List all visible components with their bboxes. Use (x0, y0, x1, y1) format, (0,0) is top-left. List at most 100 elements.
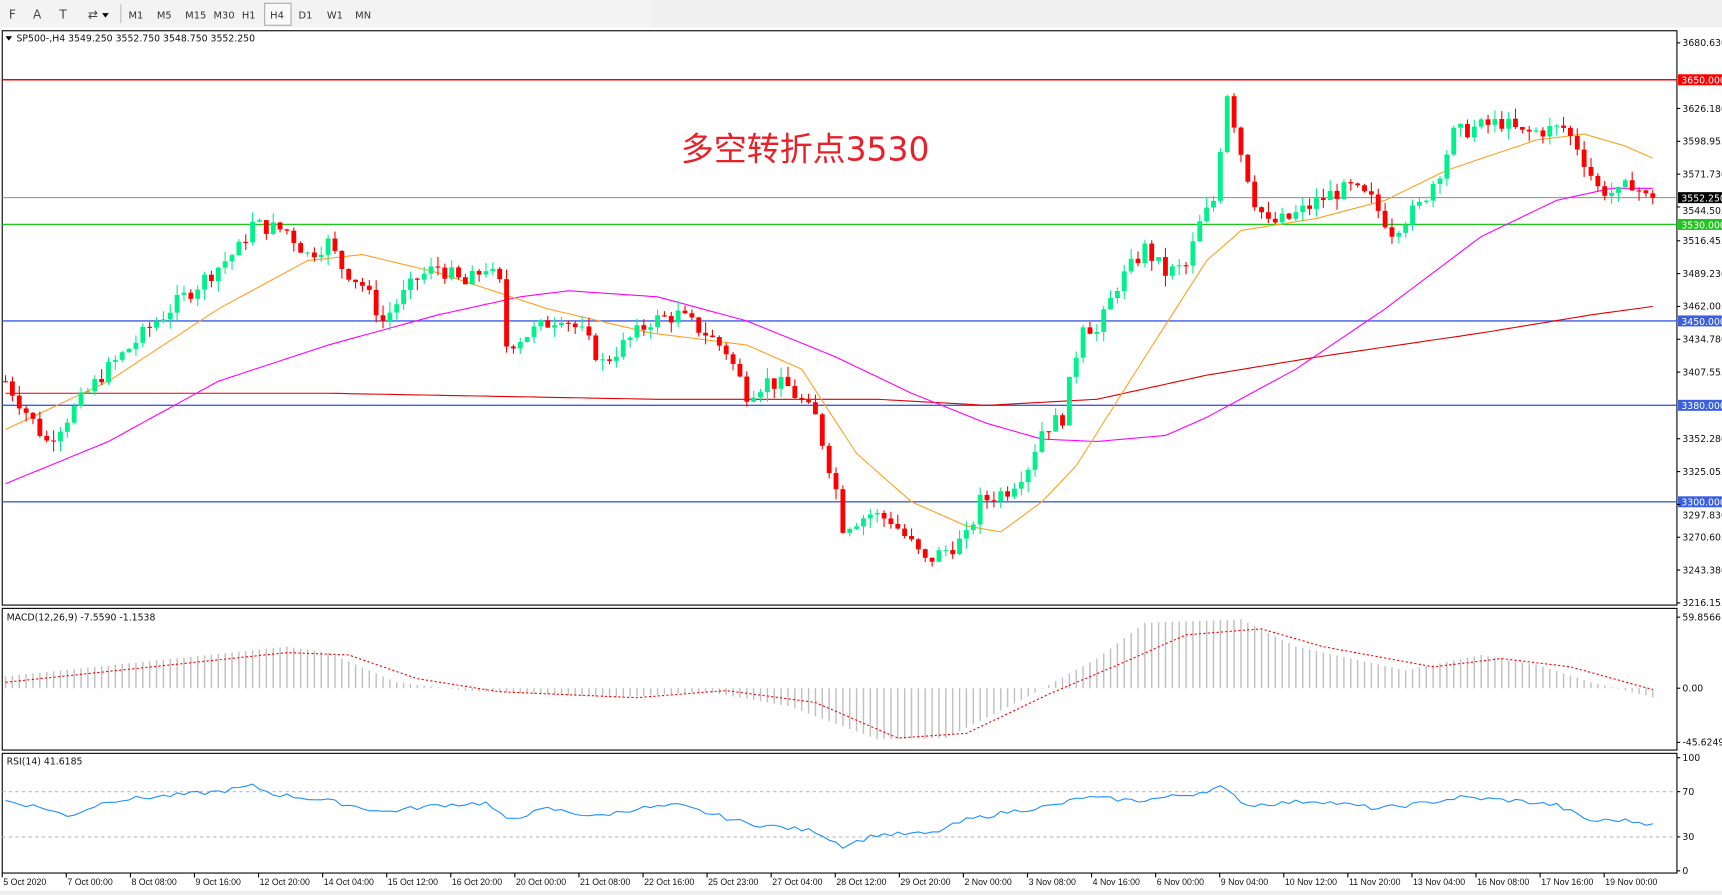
macd-tick: 0.00 (1682, 684, 1703, 695)
candle (1533, 127, 1539, 134)
candle (1279, 207, 1285, 226)
time-tick: 13 Nov 04:00 (1413, 877, 1465, 887)
candle (1451, 125, 1457, 157)
candle (366, 280, 372, 295)
time-tick: 2 Nov 00:00 (965, 877, 1012, 887)
price-tick: 3216.155 (1682, 598, 1722, 609)
candle (1423, 199, 1429, 204)
candle (1211, 196, 1216, 212)
candle (565, 320, 571, 332)
timeframe-mn-button[interactable]: MN (355, 11, 371, 22)
time-tick: 8 Oct 08:00 (131, 877, 176, 887)
candle (1355, 182, 1361, 188)
candle (1176, 259, 1182, 276)
candle (785, 366, 791, 387)
rsi-panel[interactable] (1, 752, 1678, 874)
level-tag-text: 3300.000 (1681, 498, 1722, 509)
candle (833, 467, 839, 500)
time-tick: 9 Oct 16:00 (196, 877, 241, 887)
candle (641, 319, 647, 336)
candle (92, 375, 98, 396)
candle (483, 263, 489, 278)
candle (1465, 119, 1470, 139)
time-tick: 22 Oct 16:00 (644, 877, 694, 887)
macd-tick: 59.8566 (1682, 612, 1721, 623)
timeframe-h4-button[interactable]: H4 (270, 11, 284, 22)
candle (85, 387, 91, 394)
timeframe-m15-button[interactable]: M15 (185, 11, 206, 22)
candle (263, 219, 269, 240)
timeframe-m1-button[interactable]: M1 (129, 11, 144, 22)
arrows-icon[interactable]: ⇄ (88, 8, 98, 22)
candle (408, 271, 413, 299)
timeframe-m5-button[interactable]: M5 (157, 11, 172, 22)
macd-panel[interactable] (1, 607, 1678, 751)
candle (572, 321, 578, 334)
candle (1595, 173, 1601, 192)
candle (922, 548, 928, 563)
dropdown-arrow-icon[interactable] (102, 13, 109, 18)
candle (1362, 183, 1367, 193)
candle (490, 262, 496, 276)
candle (1046, 431, 1052, 440)
candle (1314, 188, 1319, 217)
candle (30, 412, 36, 425)
collapse-triangle-icon[interactable] (5, 36, 13, 41)
candle (476, 268, 482, 282)
candle (778, 367, 784, 397)
time-tick: 21 Oct 08:00 (580, 877, 630, 887)
candle (888, 511, 894, 529)
candle (607, 355, 612, 365)
candle (902, 524, 908, 539)
candle (1245, 154, 1251, 184)
candle (1115, 287, 1120, 304)
text-label-icon[interactable]: T (58, 8, 67, 22)
text-list-icon[interactable]: F (9, 8, 16, 22)
time-tick: 4 Nov 16:00 (1093, 877, 1140, 887)
candle (1142, 239, 1148, 268)
candle (1252, 175, 1258, 211)
price-tick: 3571.730 (1682, 169, 1722, 180)
timeframe-m30-button[interactable]: M30 (214, 11, 235, 22)
candle (1266, 201, 1271, 224)
candle (181, 285, 187, 301)
candle (1231, 93, 1237, 133)
price-tick: 3243.380 (1682, 565, 1722, 576)
candle (270, 213, 276, 236)
timeframe-w1-button[interactable]: W1 (327, 11, 343, 22)
time-tick: 16 Nov 08:00 (1477, 877, 1529, 887)
candle (984, 490, 990, 509)
candle (1094, 324, 1100, 342)
candle (1348, 179, 1354, 191)
candle (44, 430, 50, 443)
candle (442, 263, 448, 284)
candle (1190, 232, 1196, 274)
candle (435, 256, 441, 276)
candle (1073, 351, 1079, 384)
timeframe-d1-button[interactable]: D1 (299, 11, 313, 22)
candle (106, 356, 111, 385)
candle (140, 323, 146, 348)
time-tick: 9 Nov 04:00 (1221, 877, 1268, 887)
candle (353, 279, 358, 289)
level-tag (1678, 496, 1722, 508)
candle (311, 247, 317, 262)
timeframe-h1-button[interactable]: H1 (242, 11, 256, 22)
candle (696, 316, 702, 337)
candle (394, 298, 400, 321)
candle (51, 430, 56, 452)
candle (250, 212, 256, 245)
time-tick: 5 Oct 2020 (3, 877, 46, 887)
price-tick: 3270.605 (1682, 533, 1722, 544)
level-tag (1678, 399, 1722, 411)
candle (1540, 127, 1546, 144)
text-a-icon[interactable]: A (33, 8, 42, 22)
main-chart-panel[interactable] (1, 30, 1678, 606)
time-tick: 27 Oct 04:00 (772, 877, 822, 887)
candle (133, 335, 139, 356)
candle (215, 266, 221, 292)
candle (1403, 221, 1409, 238)
candle (1053, 408, 1059, 432)
candle (1629, 171, 1635, 191)
